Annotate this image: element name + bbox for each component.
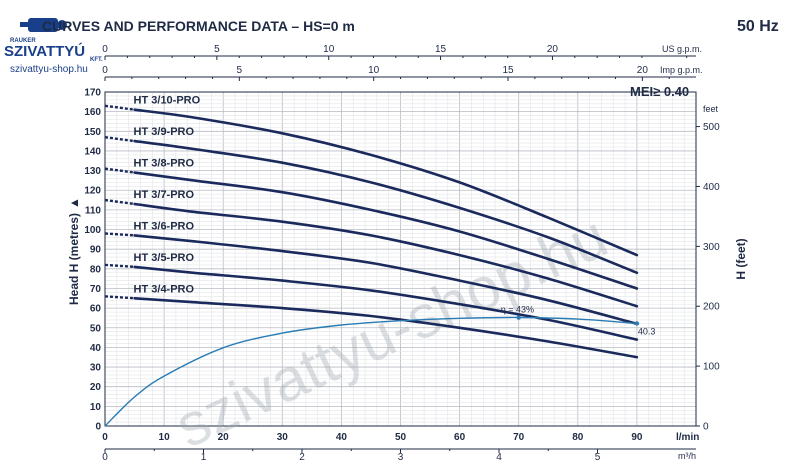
x-tick-label: 10 [159, 432, 171, 443]
lmin-unit: l/min [676, 432, 699, 443]
m3h-tick-label: 1 [201, 452, 207, 461]
curve-label: HT 3/10-PRO [134, 95, 201, 107]
m3h-tick-label: 4 [496, 452, 502, 461]
frequency-label: 50 Hz [737, 18, 779, 35]
x-tick-label: 50 [395, 432, 407, 443]
mei-label: MEI≥ 0.40 [630, 84, 689, 99]
head-curve-ht-3-6-pro [133, 234, 639, 326]
top-axes: US g.p.m. Imp g.p.m. [105, 44, 703, 78]
x-tick-label: 70 [513, 432, 525, 443]
imp-gpm-tick-label: 10 [368, 65, 380, 76]
curve-label: HT 3/4-PRO [134, 283, 195, 295]
y-right-tick-label: 0 [703, 422, 709, 433]
efficiency-end-label: 40.3 [638, 326, 656, 336]
y-right-tick-label: 400 [703, 182, 720, 193]
logo-brand-top: RAUKER [10, 38, 36, 44]
plot-frame [104, 91, 697, 427]
y-left-tick-label: 80 [90, 264, 102, 275]
efficiency-peak-marker [516, 315, 521, 320]
y-left-tick-label: 120 [84, 186, 101, 197]
y-left-tick-label: 140 [84, 146, 101, 157]
us-gpm-unit: US g.p.m. [662, 44, 702, 54]
pump-logo-icon [20, 18, 67, 32]
y-left-arrow-icon: ▲ [67, 197, 81, 209]
m3h-tick-label: 0 [102, 452, 108, 461]
m3h-tick-label: 5 [595, 452, 601, 461]
head-curve-ht-3-9-pro [133, 139, 639, 275]
x-tick-label: 30 [277, 432, 289, 443]
y-right-axis-title: H (feet) [734, 238, 748, 279]
y-left-tick-label: 100 [84, 225, 101, 236]
imp-gpm-tick-label: 5 [237, 65, 243, 76]
y-left-tick-label: 160 [84, 107, 101, 118]
imp-gpm-unit: Imp g.p.m. [660, 65, 703, 75]
efficiency-peak-label: η = 43% [501, 305, 534, 315]
y-right-tick-label: 200 [703, 302, 720, 313]
curve-label: HT 3/9-PRO [134, 126, 195, 138]
m3h-unit: m³/h [678, 451, 696, 461]
head-curve-ht-3-5-pro [133, 265, 639, 341]
m3h-tick-label: 3 [398, 452, 404, 461]
us-gpm-tick-label: 5 [214, 44, 220, 55]
y-right-tick-label: 100 [703, 362, 720, 373]
y-left-tick-label: 70 [90, 284, 102, 295]
y-left-tick-label: 170 [84, 88, 101, 99]
chart-grid [104, 91, 697, 427]
head-curve-ht-3-4-pro [133, 297, 639, 359]
chart-title: CURVES AND PERFORMANCE DATA – HS=0 m [42, 18, 355, 34]
imp-gpm-tick-label: 20 [637, 65, 649, 76]
head-curve-ht-3-8-pro [133, 171, 639, 290]
curve-label: HT 3/6-PRO [134, 220, 195, 232]
x-tick-label: 60 [454, 432, 466, 443]
us-gpm-tick-label: 10 [323, 44, 335, 55]
y-left-tick-label: 130 [84, 166, 101, 177]
tick-labels: 0 10 20 30 40 50 60 70 80 900 1 2 3 4 50 5 10 15 200 5 10 15 2… [84, 44, 720, 461]
y-right-tick-label: 300 [703, 242, 720, 253]
y-left-tick-label: 40 [90, 343, 102, 354]
logo: RAUKER SZIVATTYÚ KFT. szivattyu-shop.hu [4, 18, 103, 75]
y-left-tick-label: 30 [90, 363, 102, 374]
efficiency-end-marker [634, 321, 640, 326]
efficiency-curve [104, 316, 637, 427]
curve-label: HT 3/8-PRO [134, 158, 195, 170]
y-left-tick-label: 150 [84, 127, 101, 138]
imp-gpm-tick-label: 0 [102, 65, 108, 76]
m3h-tick-label: 2 [299, 452, 305, 461]
y-axes: Head H (metres) ▲ feet H (feet) [67, 104, 748, 305]
imp-gpm-tick-label: 15 [502, 65, 514, 76]
us-gpm-tick-label: 0 [102, 44, 108, 55]
x-tick-label: 40 [336, 432, 348, 443]
y-left-tick-label: 20 [90, 382, 102, 393]
y-left-tick-label: 90 [90, 245, 102, 256]
y-left-tick-label: 50 [90, 323, 102, 334]
head-curve-ht-3-7-pro [133, 202, 639, 308]
y-left-tick-label: 10 [90, 402, 102, 413]
y-right-tick-label: 500 [703, 122, 720, 133]
x-tick-label: 20 [218, 432, 230, 443]
feet-unit: feet [703, 104, 719, 114]
curve-label: HT 3/7-PRO [134, 189, 195, 201]
y-left-tick-label: 110 [85, 205, 102, 216]
x-tick-label: 0 [102, 432, 108, 443]
head-curves: HT 3/10-PRO HT 3/9-PRO HT 3/8-PRO HT 3/7-PR… [104, 95, 639, 359]
x-tick-label: 80 [572, 432, 584, 443]
head-curve-ht-3-10-pro [133, 108, 639, 257]
y-left-tick-label: 60 [90, 304, 102, 315]
efficiency-curve-group: η = 43% 40.3 [104, 305, 656, 427]
curve-label: HT 3/5-PRO [134, 252, 195, 264]
logo-brand: SZIVATTYÚ [4, 42, 85, 60]
logo-brand-sub: KFT. [90, 57, 103, 63]
us-gpm-tick-label: 20 [547, 44, 559, 55]
x-tick-label: 90 [631, 432, 643, 443]
logo-website: szivattyu-shop.hu [10, 64, 88, 75]
y-left-tick-label: 0 [95, 422, 101, 433]
us-gpm-tick-label: 15 [435, 44, 447, 55]
y-left-axis-title: Head H (metres) [67, 213, 81, 305]
